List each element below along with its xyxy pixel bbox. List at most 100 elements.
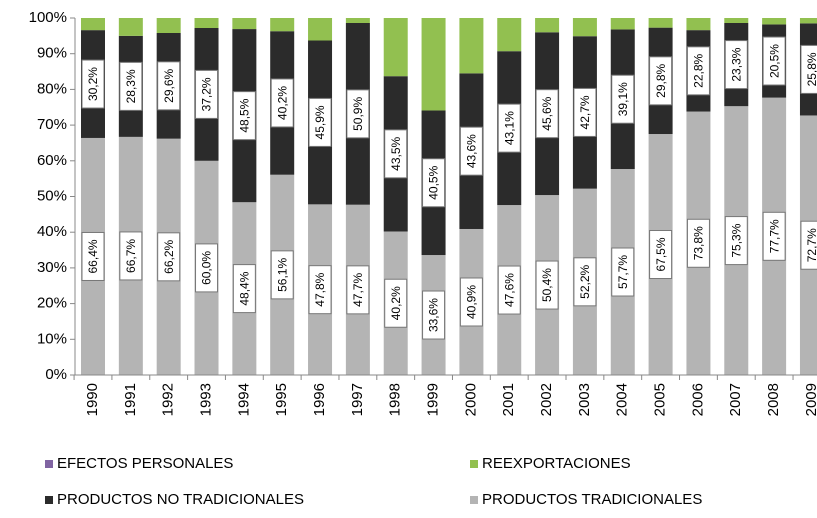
data-label: 50,9%	[351, 97, 365, 131]
data-label: 60,0%	[200, 251, 214, 285]
bar-segment	[535, 18, 560, 33]
data-label: 22,8%	[692, 53, 706, 87]
data-label: 45,6%	[540, 96, 554, 130]
x-tick-label: 2008	[765, 383, 782, 416]
data-label: 57,7%	[616, 255, 630, 289]
data-label: 47,8%	[313, 272, 327, 306]
label-box	[800, 220, 817, 270]
label-box	[308, 265, 332, 315]
legend-label: REEXPORTACIONES	[482, 455, 631, 472]
y-tick-label: 30%	[37, 259, 67, 276]
data-label: 43,6%	[465, 134, 479, 168]
x-tick-label: 1991	[122, 383, 139, 416]
bar-segment	[156, 18, 181, 33]
label-box	[195, 69, 219, 119]
data-label: 23,3%	[729, 47, 743, 81]
data-label: 56,1%	[275, 258, 289, 292]
label-box	[573, 257, 597, 307]
label-box	[800, 44, 817, 94]
bar-segment	[345, 18, 370, 23]
x-tick-label: 2006	[689, 383, 706, 416]
data-label: 47,6%	[502, 273, 516, 307]
data-label: 50,4%	[540, 268, 554, 302]
legend-label: PRODUCTOS TRADICIONALES	[482, 491, 702, 508]
data-label: 29,8%	[654, 63, 668, 97]
data-label: 75,3%	[729, 223, 743, 257]
x-tick-label: 1997	[349, 383, 366, 416]
bar-segment	[497, 18, 522, 52]
data-label: 40,2%	[389, 286, 403, 320]
label-box	[232, 264, 256, 314]
label-box	[497, 103, 521, 153]
legend-swatch	[45, 460, 53, 468]
x-tick-label: 1998	[387, 383, 404, 416]
x-tick-label: 2000	[462, 383, 479, 416]
x-tick-label: 2002	[538, 383, 555, 416]
x-tick-label: 1999	[425, 383, 442, 416]
legend-label: PRODUCTOS NO TRADICIONALES	[57, 491, 304, 508]
x-tick-label: 2007	[727, 383, 744, 416]
label-box	[346, 89, 370, 139]
bar-segment	[762, 18, 787, 25]
data-label: 37,2%	[200, 77, 214, 111]
bar-segment	[686, 18, 711, 31]
x-tick-label: 1990	[84, 383, 101, 416]
legend-label: EFECTOS PERSONALES	[57, 455, 233, 472]
label-box	[384, 129, 408, 179]
y-tick-label: 10%	[37, 330, 67, 347]
label-box	[232, 91, 256, 141]
data-label: 66,7%	[124, 239, 138, 273]
x-tick-label: 2009	[803, 383, 817, 416]
x-tick-label: 1995	[273, 383, 290, 416]
data-label: 30,2%	[86, 67, 100, 101]
y-tick-label: 0%	[45, 366, 67, 383]
y-tick-label: 20%	[37, 295, 67, 312]
bar-segment	[270, 18, 295, 32]
label-box	[611, 247, 635, 297]
label-box	[649, 56, 673, 106]
label-box	[611, 74, 635, 124]
bar-segment	[799, 18, 817, 24]
data-label: 40,9%	[465, 285, 479, 319]
label-box	[459, 126, 483, 176]
label-box	[724, 40, 748, 90]
data-label: 20,5%	[767, 44, 781, 78]
data-label: 29,6%	[162, 68, 176, 102]
data-label: 25,8%	[805, 52, 817, 86]
data-label: 77,7%	[767, 219, 781, 253]
label-box	[270, 78, 294, 128]
data-label: 67,5%	[654, 237, 668, 271]
data-label: 28,3%	[124, 69, 138, 103]
data-label: 40,2%	[275, 86, 289, 120]
bar-segment	[572, 18, 597, 37]
label-box	[649, 230, 673, 280]
label-box	[384, 278, 408, 328]
y-tick-label: 40%	[37, 223, 67, 240]
label-box	[686, 46, 710, 96]
label-box	[119, 61, 143, 111]
legend-swatch	[45, 496, 53, 504]
label-box	[422, 290, 446, 340]
x-tick-label: 1996	[311, 383, 328, 416]
y-tick-label: 100%	[29, 9, 67, 26]
label-box	[157, 232, 181, 282]
label-box	[81, 59, 105, 109]
data-label: 73,8%	[692, 226, 706, 260]
label-box	[573, 87, 597, 137]
label-box	[459, 277, 483, 327]
bar-segment	[118, 18, 143, 36]
label-box	[497, 265, 521, 315]
legend-swatch	[470, 496, 478, 504]
legend-swatch	[470, 460, 478, 468]
y-tick-label: 90%	[37, 45, 67, 62]
label-box	[308, 97, 332, 147]
data-label: 40,5%	[427, 165, 441, 199]
data-label: 43,1%	[502, 111, 516, 145]
data-label: 66,4%	[86, 239, 100, 273]
data-label: 48,5%	[238, 98, 252, 132]
y-tick-label: 80%	[37, 80, 67, 97]
x-tick-label: 1993	[197, 383, 214, 416]
label-box	[762, 211, 786, 261]
data-label: 45,9%	[313, 105, 327, 139]
